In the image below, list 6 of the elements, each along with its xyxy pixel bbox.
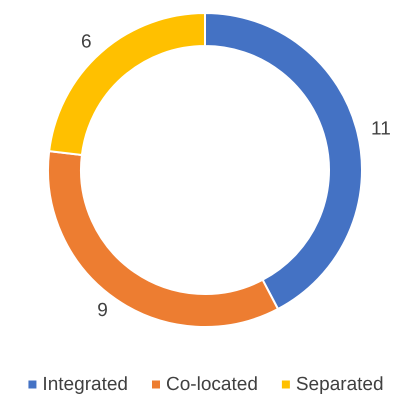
legend-label: Integrated (42, 374, 128, 395)
legend-label: Co-located (166, 374, 258, 395)
data-label: 9 (97, 300, 108, 322)
legend-label: Separated (296, 374, 384, 395)
data-label: 11 (371, 118, 391, 140)
data-label: 6 (81, 32, 92, 53)
